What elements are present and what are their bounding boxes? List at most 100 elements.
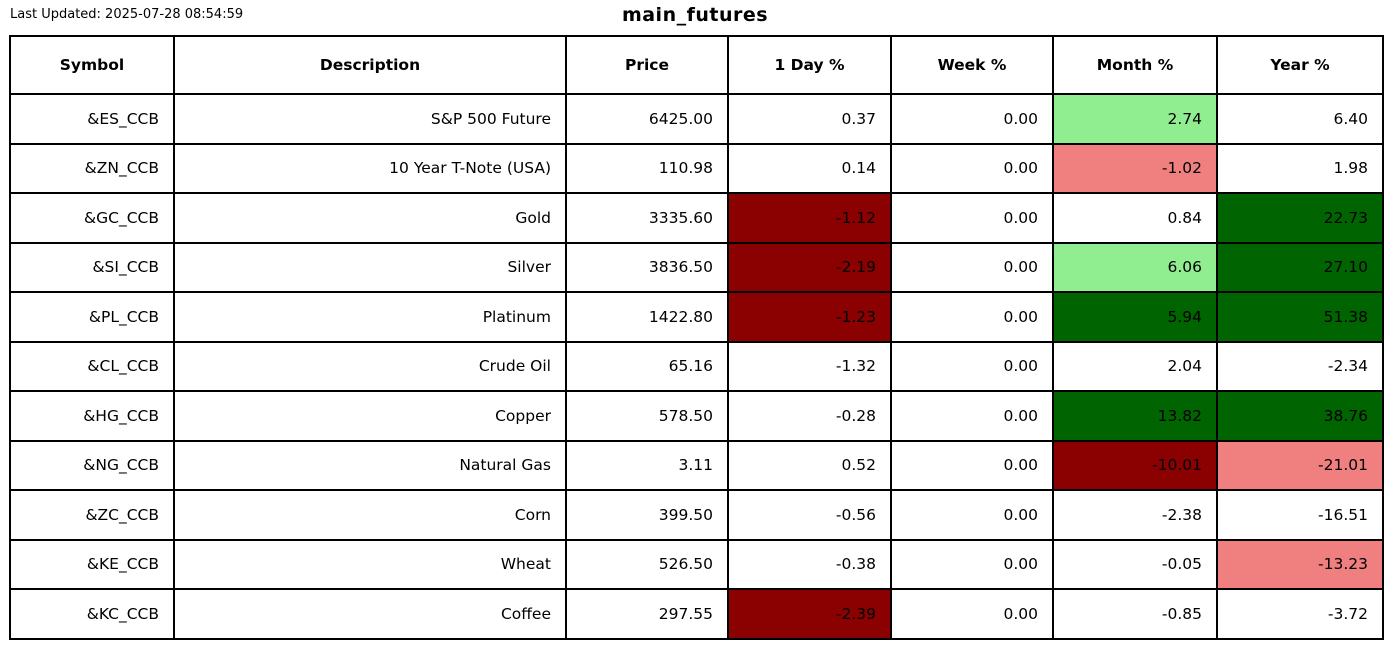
cell-symbol: &ZC_CCB: [9, 489, 175, 541]
table-row: &GC_CCB Gold 3335.60 -1.12 0.00 0.84 22.73: [9, 192, 1384, 244]
cell-day-pct: 0.37: [727, 93, 892, 145]
cell-symbol: &PL_CCB: [9, 291, 175, 343]
table-body: &ES_CCB S&P 500 Future 6425.00 0.37 0.00 2.74…: [9, 93, 1384, 640]
cell-month-pct: 13.82: [1052, 390, 1218, 442]
cell-symbol: &CL_CCB: [9, 340, 175, 392]
cell-symbol: &GC_CCB: [9, 192, 175, 244]
cell-price: 65.16: [565, 340, 729, 392]
cell-month-pct: -1.02: [1052, 142, 1218, 194]
column-header-price: Price: [565, 35, 729, 95]
cell-description: Wheat: [173, 538, 567, 590]
table-row: &HG_CCB Copper 578.50 -0.28 0.00 13.82 38.76: [9, 390, 1384, 442]
cell-symbol: &ES_CCB: [9, 93, 175, 145]
cell-day-pct: 0.14: [727, 142, 892, 194]
cell-month-pct: 5.94: [1052, 291, 1218, 343]
cell-description: 10 Year T-Note (USA): [173, 142, 567, 194]
cell-month-pct: -10.01: [1052, 439, 1218, 491]
cell-price: 1422.80: [565, 291, 729, 343]
cell-description: Coffee: [173, 588, 567, 640]
cell-month-pct: 2.74: [1052, 93, 1218, 145]
cell-year-pct: -16.51: [1216, 489, 1384, 541]
cell-symbol: &KE_CCB: [9, 538, 175, 590]
cell-week-pct: 0.00: [890, 241, 1054, 293]
cell-price: 6425.00: [565, 93, 729, 145]
table-header: Symbol Description Price 1 Day % Week % …: [9, 35, 1384, 95]
cell-day-pct: -1.23: [727, 291, 892, 343]
page-title: main_futures: [621, 4, 769, 26]
column-header-year-pct: Year %: [1216, 35, 1384, 95]
cell-price: 110.98: [565, 142, 729, 194]
cell-description: Copper: [173, 390, 567, 442]
cell-month-pct: -0.05: [1052, 538, 1218, 590]
cell-year-pct: 1.98: [1216, 142, 1384, 194]
cell-week-pct: 0.00: [890, 340, 1054, 392]
cell-price: 526.50: [565, 538, 729, 590]
cell-symbol: &ZN_CCB: [9, 142, 175, 194]
column-header-day-pct: 1 Day %: [727, 35, 892, 95]
cell-year-pct: 27.10: [1216, 241, 1384, 293]
cell-year-pct: 6.40: [1216, 93, 1384, 145]
cell-day-pct: -2.19: [727, 241, 892, 293]
cell-week-pct: 0.00: [890, 93, 1054, 145]
table-row: &SI_CCB Silver 3836.50 -2.19 0.00 6.06 27.10: [9, 241, 1384, 293]
cell-day-pct: -0.28: [727, 390, 892, 442]
cell-year-pct: -3.72: [1216, 588, 1384, 640]
cell-price: 3.11: [565, 439, 729, 491]
cell-symbol: &SI_CCB: [9, 241, 175, 293]
cell-price: 3836.50: [565, 241, 729, 293]
cell-day-pct: -0.56: [727, 489, 892, 541]
cell-month-pct: 0.84: [1052, 192, 1218, 244]
cell-week-pct: 0.00: [890, 192, 1054, 244]
table-row: &KE_CCB Wheat 526.50 -0.38 0.00 -0.05 -13.23: [9, 538, 1384, 590]
cell-month-pct: -2.38: [1052, 489, 1218, 541]
column-header-symbol: Symbol: [9, 35, 175, 95]
cell-year-pct: -21.01: [1216, 439, 1384, 491]
cell-price: 3335.60: [565, 192, 729, 244]
header-row: Symbol Description Price 1 Day % Week % …: [9, 35, 1384, 95]
column-header-description: Description: [173, 35, 567, 95]
cell-price: 399.50: [565, 489, 729, 541]
cell-description: Platinum: [173, 291, 567, 343]
cell-week-pct: 0.00: [890, 538, 1054, 590]
cell-day-pct: -1.32: [727, 340, 892, 392]
cell-symbol: &KC_CCB: [9, 588, 175, 640]
table-row: &ZN_CCB 10 Year T-Note (USA) 110.98 0.14 0.0…: [9, 142, 1384, 194]
cell-year-pct: 38.76: [1216, 390, 1384, 442]
cell-symbol: &NG_CCB: [9, 439, 175, 491]
table-row: &NG_CCB Natural Gas 3.11 0.52 0.00 -10.01 -21.…: [9, 439, 1384, 491]
cell-year-pct: -2.34: [1216, 340, 1384, 392]
cell-week-pct: 0.00: [890, 489, 1054, 541]
cell-week-pct: 0.00: [890, 588, 1054, 640]
cell-month-pct: 2.04: [1052, 340, 1218, 392]
cell-year-pct: -13.23: [1216, 538, 1384, 590]
cell-price: 297.55: [565, 588, 729, 640]
cell-day-pct: -1.12: [727, 192, 892, 244]
cell-year-pct: 22.73: [1216, 192, 1384, 244]
cell-symbol: &HG_CCB: [9, 390, 175, 442]
table-row: &KC_CCB Coffee 297.55 -2.39 0.00 -0.85 -3.72: [9, 588, 1384, 640]
table-row: &PL_CCB Platinum 1422.80 -1.23 0.00 5.94 51.38: [9, 291, 1384, 343]
cell-day-pct: 0.52: [727, 439, 892, 491]
column-header-month-pct: Month %: [1052, 35, 1218, 95]
cell-description: Gold: [173, 192, 567, 244]
cell-week-pct: 0.00: [890, 291, 1054, 343]
cell-year-pct: 51.38: [1216, 291, 1384, 343]
cell-month-pct: -0.85: [1052, 588, 1218, 640]
cell-description: Crude Oil: [173, 340, 567, 392]
cell-week-pct: 0.00: [890, 439, 1054, 491]
cell-day-pct: -2.39: [727, 588, 892, 640]
table-row: &ZC_CCB Corn 399.50 -0.56 0.00 -2.38 -16.51: [9, 489, 1384, 541]
cell-description: S&P 500 Future: [173, 93, 567, 145]
cell-description: Silver: [173, 241, 567, 293]
table-row: &ES_CCB S&P 500 Future 6425.00 0.37 0.00 2.74…: [9, 93, 1384, 145]
last-updated-label: Last Updated: 2025-07-28 08:54:59: [10, 7, 244, 22]
cell-day-pct: -0.38: [727, 538, 892, 590]
cell-description: Corn: [173, 489, 567, 541]
cell-month-pct: 6.06: [1052, 241, 1218, 293]
futures-table: Symbol Description Price 1 Day % Week % …: [9, 35, 1384, 640]
cell-price: 578.50: [565, 390, 729, 442]
table-row: &CL_CCB Crude Oil 65.16 -1.32 0.00 2.04 -2.34: [9, 340, 1384, 392]
column-header-week-pct: Week %: [890, 35, 1054, 95]
cell-week-pct: 0.00: [890, 142, 1054, 194]
cell-week-pct: 0.00: [890, 390, 1054, 442]
